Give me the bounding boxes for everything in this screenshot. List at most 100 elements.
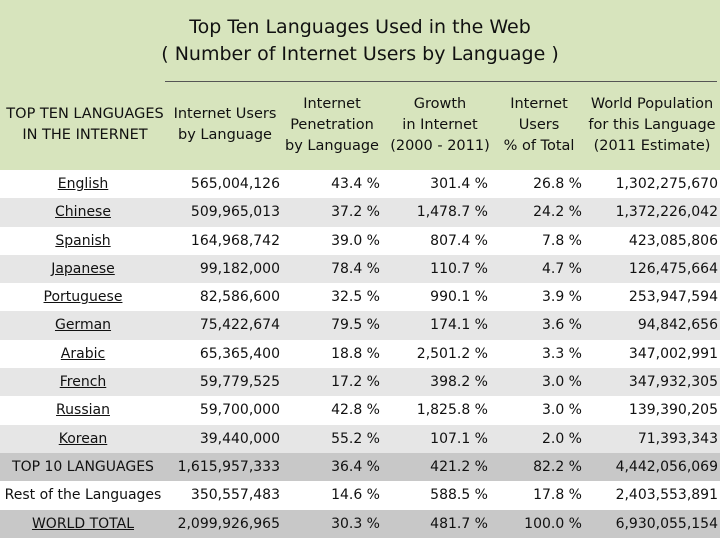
language-cell: Arabic — [0, 340, 166, 368]
share-cell: 26.8 % — [496, 170, 582, 198]
population-cell: 94,842,656 — [584, 311, 718, 339]
penetration-cell: 43.4 % — [290, 170, 380, 198]
users-cell: 82,586,600 — [166, 283, 280, 311]
world-growth-cell: 481.7 % — [385, 510, 488, 538]
rest-share-cell: 17.8 % — [496, 481, 582, 509]
column-header-penetration: Internet Penetration by Language — [282, 94, 382, 157]
population-cell: 1,372,226,042 — [584, 198, 718, 226]
population-cell: 1,302,275,670 — [584, 170, 718, 198]
users-cell: 164,968,742 — [166, 227, 280, 255]
rest-label: Rest of the Languages — [0, 481, 166, 509]
population-cell: 139,390,205 — [584, 396, 718, 424]
table-row: Chinese 509,965,013 37.2 % 1,478.7 % 24.2 % 1… — [0, 198, 720, 226]
rest-penetration-cell: 14.6 % — [290, 481, 380, 509]
share-cell: 2.0 % — [496, 425, 582, 453]
table-row: English 565,004,126 43.4 % 301.4 % 26.8 % 1,3… — [0, 170, 720, 198]
total-row: TOP 10 LANGUAGES 1,615,957,333 36.4 % 421.2… — [0, 453, 720, 481]
language-link[interactable]: French — [60, 374, 107, 390]
language-link[interactable]: Russian — [56, 402, 110, 418]
language-cell: Korean — [0, 425, 166, 453]
language-cell: Russian — [0, 396, 166, 424]
growth-cell: 1,825.8 % — [385, 396, 488, 424]
language-cell: English — [0, 170, 166, 198]
total-penetration-cell: 36.4 % — [290, 453, 380, 481]
population-cell: 71,393,343 — [584, 425, 718, 453]
table-row: Russian 59,700,000 42.8 % 1,825.8 % 3.0 % 139… — [0, 396, 720, 424]
share-cell: 7.8 % — [496, 227, 582, 255]
rest-row: Rest of the Languages 350,557,483 14.6 % 58… — [0, 481, 720, 509]
language-link[interactable]: English — [58, 176, 109, 192]
language-link[interactable]: Spanish — [55, 233, 110, 249]
growth-cell: 990.1 % — [385, 283, 488, 311]
page-title: Top Ten Languages Used in the Web ( Numb… — [0, 14, 720, 68]
share-cell: 4.7 % — [496, 255, 582, 283]
table-row: French 59,779,525 17.2 % 398.2 % 3.0 % 347,93… — [0, 368, 720, 396]
growth-cell: 174.1 % — [385, 311, 488, 339]
title-line-2: ( Number of Internet Users by Language ) — [0, 41, 720, 68]
language-table-body: English 565,004,126 43.4 % 301.4 % 26.8 % 1,3… — [0, 170, 720, 538]
growth-cell: 398.2 % — [385, 368, 488, 396]
users-cell: 39,440,000 — [166, 425, 280, 453]
total-population-cell: 4,442,056,069 — [584, 453, 718, 481]
penetration-cell: 55.2 % — [290, 425, 380, 453]
penetration-cell: 39.0 % — [290, 227, 380, 255]
users-cell: 565,004,126 — [166, 170, 280, 198]
users-cell: 65,365,400 — [166, 340, 280, 368]
language-link[interactable]: Portuguese — [44, 289, 123, 305]
table-header-band: Top Ten Languages Used in the Web ( Numb… — [0, 0, 720, 170]
total-users-cell: 1,615,957,333 — [166, 453, 280, 481]
growth-cell: 110.7 % — [385, 255, 488, 283]
table-row: Japanese 99,182,000 78.4 % 110.7 % 4.7 % 126,… — [0, 255, 720, 283]
world-row: WORLD TOTAL 2,099,926,965 30.3 % 481.7 % 100… — [0, 510, 720, 538]
language-link[interactable]: Chinese — [55, 204, 111, 220]
share-cell: 24.2 % — [496, 198, 582, 226]
users-cell: 59,779,525 — [166, 368, 280, 396]
users-cell: 75,422,674 — [166, 311, 280, 339]
language-link[interactable]: Japanese — [51, 261, 115, 277]
language-cell: German — [0, 311, 166, 339]
penetration-cell: 17.2 % — [290, 368, 380, 396]
language-link[interactable]: German — [55, 317, 111, 333]
growth-cell: 301.4 % — [385, 170, 488, 198]
language-cell: Chinese — [0, 198, 166, 226]
column-header-language: TOP TEN LANGUAGES IN THE INTERNET — [0, 104, 170, 146]
total-label: TOP 10 LANGUAGES — [0, 453, 166, 481]
growth-cell: 1,478.7 % — [385, 198, 488, 226]
total-growth-cell: 421.2 % — [385, 453, 488, 481]
share-cell: 3.9 % — [496, 283, 582, 311]
total-share-cell: 82.2 % — [496, 453, 582, 481]
table-row: Arabic 65,365,400 18.8 % 2,501.2 % 3.3 % 347,… — [0, 340, 720, 368]
language-cell: Spanish — [0, 227, 166, 255]
column-header-users: Internet Users by Language — [168, 104, 282, 146]
world-population-cell: 6,930,055,154 — [584, 510, 718, 538]
title-divider — [165, 81, 717, 82]
penetration-cell: 37.2 % — [290, 198, 380, 226]
population-cell: 253,947,594 — [584, 283, 718, 311]
rest-population-cell: 2,403,553,891 — [584, 481, 718, 509]
users-cell: 59,700,000 — [166, 396, 280, 424]
language-link[interactable]: Korean — [59, 431, 108, 447]
column-header-share: Internet Users % of Total — [496, 94, 582, 157]
population-cell: 347,002,991 — [584, 340, 718, 368]
population-cell: 347,932,305 — [584, 368, 718, 396]
users-cell: 99,182,000 — [166, 255, 280, 283]
world-penetration-cell: 30.3 % — [290, 510, 380, 538]
title-line-1: Top Ten Languages Used in the Web — [0, 14, 720, 41]
table-row: Korean 39,440,000 55.2 % 107.1 % 2.0 % 71,393… — [0, 425, 720, 453]
column-header-population: World Population for this Language (2011… — [584, 94, 720, 157]
language-link[interactable]: Arabic — [61, 346, 105, 362]
growth-cell: 2,501.2 % — [385, 340, 488, 368]
rest-growth-cell: 588.5 % — [385, 481, 488, 509]
world-share-cell: 100.0 % — [496, 510, 582, 538]
world-label: WORLD TOTAL — [0, 510, 166, 538]
growth-cell: 107.1 % — [385, 425, 488, 453]
table-row: German 75,422,674 79.5 % 174.1 % 3.6 % 94,842… — [0, 311, 720, 339]
column-header-growth: Growth in Internet (2000 - 2011) — [382, 94, 498, 157]
table-row: Spanish 164,968,742 39.0 % 807.4 % 7.8 % 423,… — [0, 227, 720, 255]
population-cell: 126,475,664 — [584, 255, 718, 283]
table-row: Portuguese 82,586,600 32.5 % 990.1 % 3.9 % 25… — [0, 283, 720, 311]
world-total-link[interactable]: WORLD TOTAL — [32, 516, 134, 532]
growth-cell: 807.4 % — [385, 227, 488, 255]
share-cell: 3.6 % — [496, 311, 582, 339]
population-cell: 423,085,806 — [584, 227, 718, 255]
